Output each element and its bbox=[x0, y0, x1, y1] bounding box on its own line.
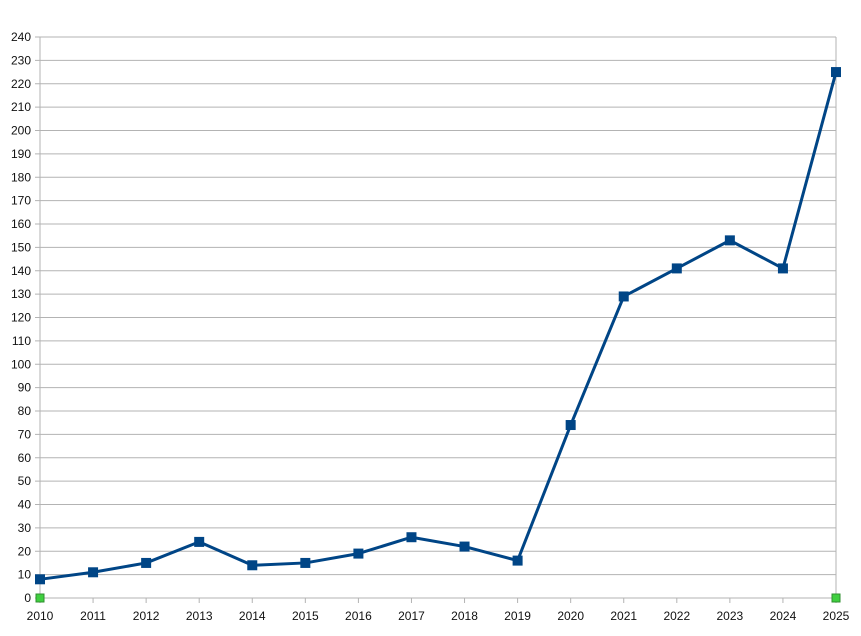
x-axis-tick-labels: 2010 2011 2012 2013 2014 2015 2016 2017 2018 2019… bbox=[27, 609, 850, 623]
y-axis-tick-labels: 0 10 20 30 40 50 60 70 80 90 100 110 120 130 140 150 160… bbox=[11, 30, 31, 605]
x-tick-label: 2019 bbox=[504, 609, 531, 623]
y-tick-label: 230 bbox=[11, 53, 31, 67]
data-point-2016 bbox=[353, 548, 364, 559]
y-tick-label: 110 bbox=[12, 334, 31, 348]
y-tick-label: 10 bbox=[18, 568, 32, 582]
y-tick-label: 190 bbox=[11, 147, 31, 161]
y-tick-label: 30 bbox=[18, 521, 32, 535]
x-tick-label: 2025 bbox=[823, 609, 850, 623]
data-point-2014 bbox=[247, 560, 258, 571]
y-tick-label: 200 bbox=[11, 124, 31, 138]
data-point-2025 bbox=[831, 67, 841, 78]
y-tick-label: 80 bbox=[18, 404, 32, 418]
y-tick-label: 60 bbox=[18, 451, 32, 465]
y-tick-label: 160 bbox=[11, 217, 31, 231]
x-tick-label: 2020 bbox=[557, 609, 584, 623]
y-tick-label: 220 bbox=[11, 77, 31, 91]
x-tick-label: 2017 bbox=[398, 609, 425, 623]
x-tick-label: 2011 bbox=[80, 609, 106, 623]
y-tick-label: 150 bbox=[11, 240, 31, 254]
series-line-group bbox=[39, 71, 838, 581]
data-point-2018 bbox=[459, 541, 470, 552]
data-point-2022 bbox=[671, 263, 682, 274]
y-tick-label: 240 bbox=[11, 30, 31, 44]
y-tick-label: 100 bbox=[11, 357, 31, 371]
y-tick-label: 210 bbox=[11, 100, 31, 114]
y-tick-label: 140 bbox=[11, 264, 31, 278]
y-tick-label: 130 bbox=[11, 287, 31, 301]
x-tick-label: 2023 bbox=[717, 609, 744, 623]
data-point-2024 bbox=[777, 263, 788, 274]
y-tick-label: 170 bbox=[11, 194, 31, 208]
gridlines bbox=[40, 36, 836, 599]
y-tick-label: 70 bbox=[18, 427, 32, 441]
y-tick-label: 90 bbox=[18, 381, 32, 395]
x-tick-label: 2014 bbox=[239, 609, 266, 623]
x-tick-label: 2010 bbox=[27, 609, 54, 623]
x-tick-label: 2024 bbox=[770, 609, 797, 623]
data-point-2023 bbox=[724, 235, 735, 246]
axis-endpoint-marker bbox=[831, 593, 841, 603]
x-tick-label: 2015 bbox=[292, 609, 319, 623]
data-point-2019 bbox=[512, 555, 523, 566]
x-tick-label: 2022 bbox=[663, 609, 690, 623]
y-tick-label: 120 bbox=[11, 311, 31, 325]
x-tick-label: 2018 bbox=[451, 609, 478, 623]
data-point-2012 bbox=[141, 557, 152, 568]
data-point-2011 bbox=[88, 567, 99, 578]
axis-endpoint-marker bbox=[35, 593, 45, 603]
data-point-2010 bbox=[35, 574, 45, 585]
x-tick-label: 2012 bbox=[133, 609, 160, 623]
x-tick-label: 2016 bbox=[345, 609, 372, 623]
data-point-2015 bbox=[300, 557, 311, 568]
series-line-0 bbox=[39, 71, 838, 581]
x-tick-label: 2021 bbox=[610, 609, 637, 623]
y-tick-label: 50 bbox=[18, 474, 32, 488]
y-tick-label: 40 bbox=[18, 498, 32, 512]
y-tick-label: 20 bbox=[18, 544, 32, 558]
data-point-2021 bbox=[618, 291, 629, 302]
data-point-2020 bbox=[565, 420, 576, 431]
y-tick-label: 180 bbox=[11, 170, 31, 184]
x-tick-label: 2013 bbox=[186, 609, 213, 623]
series-markers bbox=[35, 67, 841, 585]
data-point-2013 bbox=[194, 536, 205, 547]
data-point-2017 bbox=[406, 532, 417, 543]
axes bbox=[35, 36, 837, 603]
y-tick-label: 0 bbox=[24, 591, 31, 605]
axis-endpoint-markers bbox=[35, 593, 841, 603]
